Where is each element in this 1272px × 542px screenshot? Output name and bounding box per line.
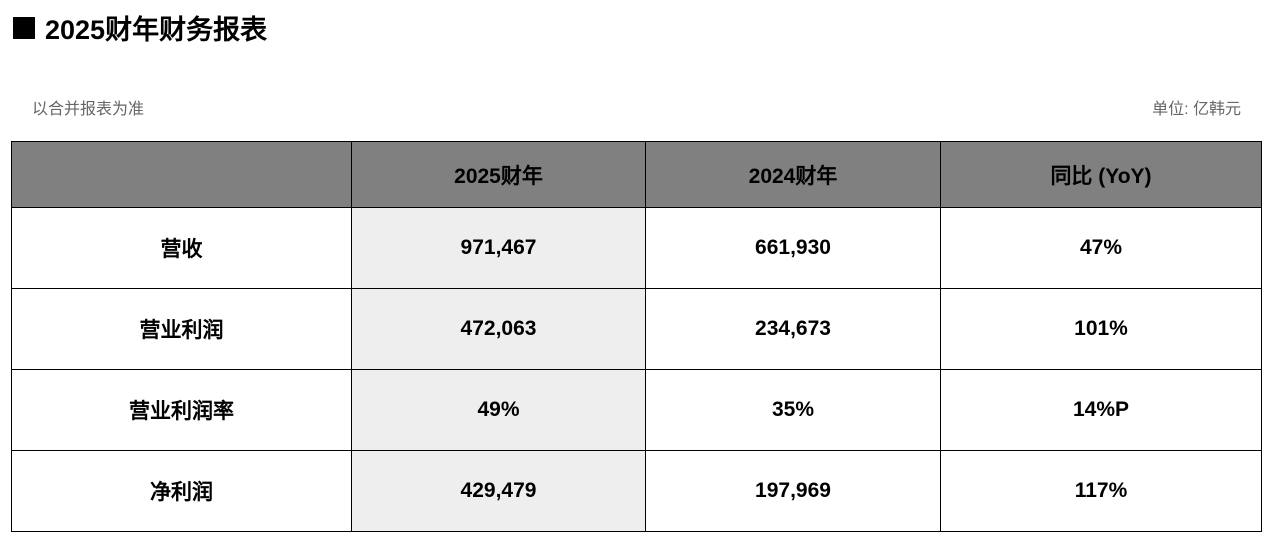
header-row: 2025财年 2024财年 同比 (YoY) bbox=[11, 141, 1262, 208]
table-row: 营业利润 472,063 234,673 101% bbox=[11, 288, 1262, 370]
cell-fy2024: 197,969 bbox=[645, 450, 941, 532]
cell-fy2024: 661,930 bbox=[645, 207, 941, 289]
cell-fy2024: 234,673 bbox=[645, 288, 941, 370]
cell-yoy: 14%P bbox=[940, 369, 1262, 451]
row-label: 净利润 bbox=[11, 450, 352, 532]
square-bullet-icon bbox=[13, 16, 35, 39]
financial-table: 2025财年 2024财年 同比 (YoY) 营收 971,467 661,93… bbox=[11, 141, 1262, 532]
header-cell-fy2024: 2024财年 bbox=[645, 141, 941, 208]
cell-yoy: 47% bbox=[940, 207, 1262, 289]
cell-yoy: 101% bbox=[940, 288, 1262, 370]
page-title-text: 2025财年财务报表 bbox=[45, 15, 268, 45]
unit-label: 单位: 亿韩元 bbox=[1152, 101, 1241, 118]
row-label: 营业利润率 bbox=[11, 369, 352, 451]
cell-fy2025: 49% bbox=[351, 369, 646, 451]
cell-fy2025: 429,479 bbox=[351, 450, 646, 532]
table-row: 净利润 429,479 197,969 117% bbox=[11, 450, 1262, 532]
cell-yoy: 117% bbox=[940, 450, 1262, 532]
table-row: 营业利润率 49% 35% 14%P bbox=[11, 369, 1262, 451]
cell-fy2025: 472,063 bbox=[351, 288, 646, 370]
table-row: 营收 971,467 661,930 47% bbox=[11, 207, 1262, 289]
header-cell-fy2025: 2025财年 bbox=[351, 141, 646, 208]
row-label: 营收 bbox=[11, 207, 352, 289]
header-cell-blank bbox=[11, 141, 352, 208]
table-note: 以合并报表为准 bbox=[32, 101, 145, 118]
row-label: 营业利润 bbox=[11, 288, 352, 370]
cell-fy2025: 971,467 bbox=[351, 207, 646, 289]
cell-fy2024: 35% bbox=[645, 369, 941, 451]
header-cell-yoy: 同比 (YoY) bbox=[940, 141, 1262, 208]
page-title: 2025财年财务报表 bbox=[13, 8, 267, 47]
